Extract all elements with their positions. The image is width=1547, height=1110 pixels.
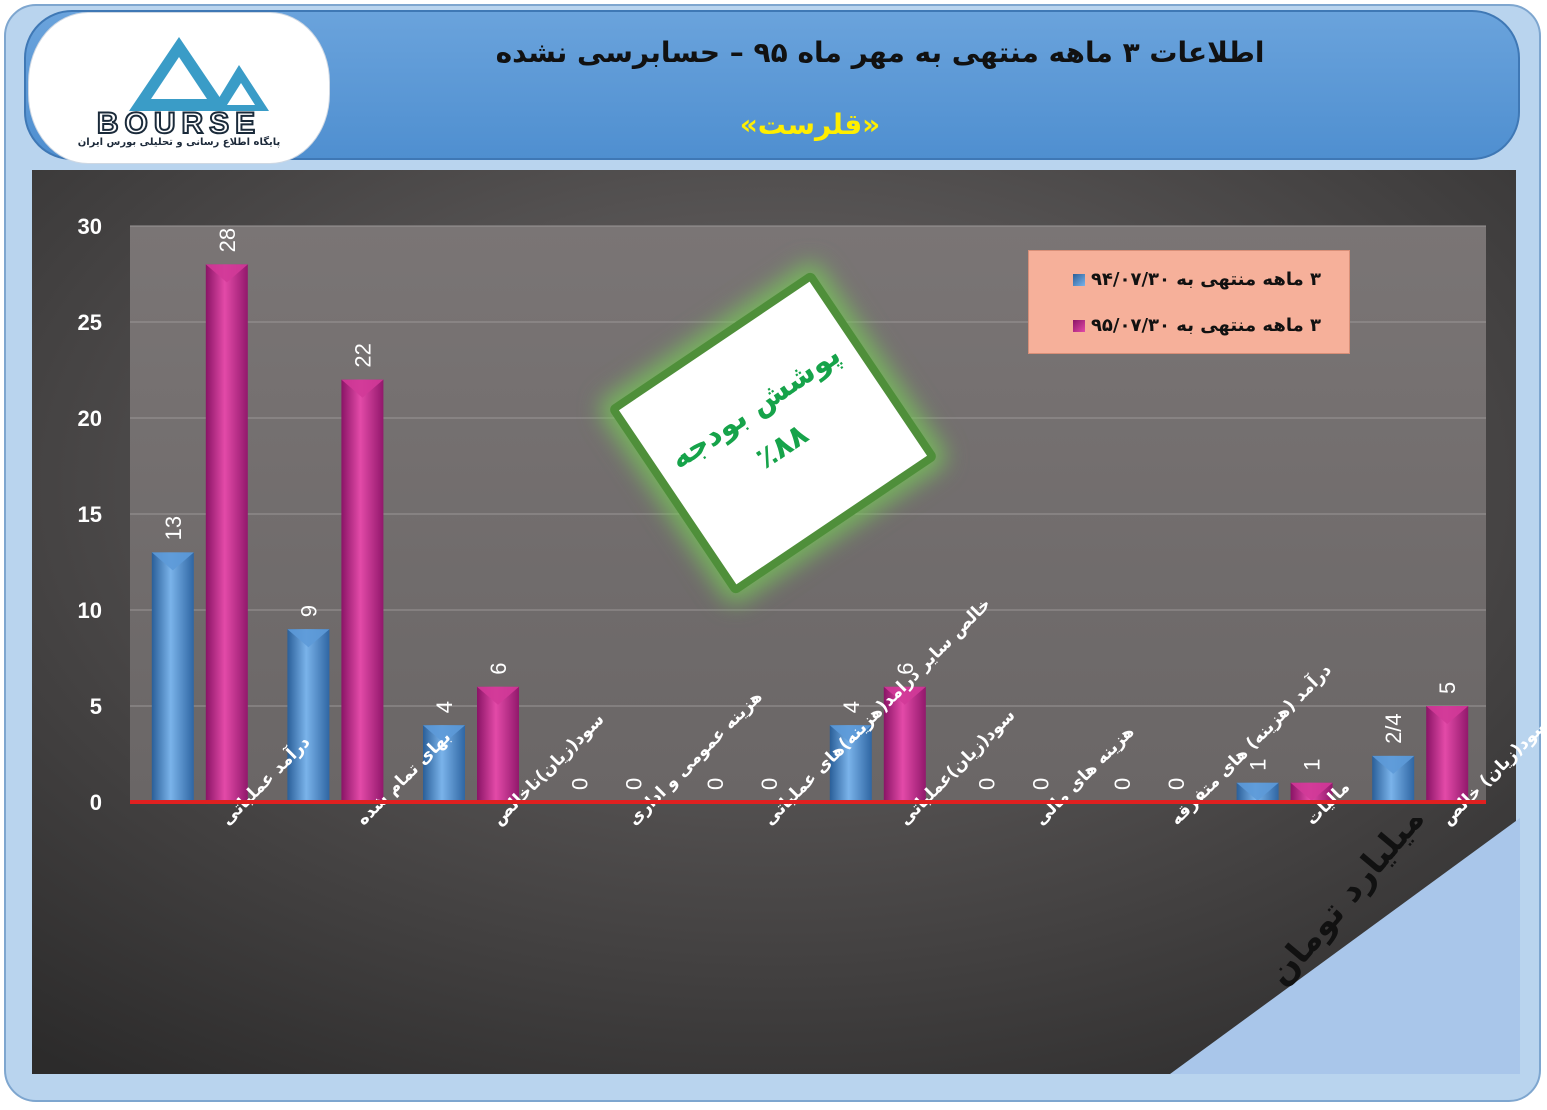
data-label: 1 [1300,759,1325,771]
bar-cap [477,686,519,705]
data-label: 0 [622,778,647,790]
data-label: 0 [568,778,593,790]
y-tick-label: 5 [90,694,102,719]
y-axis: 0 5 10 15 20 25 30 [78,214,102,815]
bar-cap [423,725,465,744]
y-tick-label: 0 [90,790,102,815]
bar-cap [829,725,872,744]
data-label: 22 [350,343,375,367]
bar-cap [151,552,194,571]
legend-label-2: ۳ ماهه منتهی به ۹۵/۰۷/۳۰ [1090,315,1321,336]
bar-cap [1372,755,1415,774]
bar-cap [341,379,384,398]
data-label: 6 [486,663,511,675]
legend-item-1994: ۳ ماهه منتهی به ۹۴/۰۷/۳۰ [1072,269,1321,290]
unit-note: ارقام به میلیارد تومان [1170,818,1520,1074]
data-labels: 13 28 9 22 4 6 0 0 0 0 4 6 0 0 0 0 1 1 2/4 5 [161,228,1460,790]
data-label: 0 [1028,778,1053,790]
bar-cap [1290,782,1333,801]
bar-cap [1236,782,1279,801]
data-label: 9 [296,605,321,617]
bars [151,264,1469,802]
y-tick-label: 20 [78,406,102,431]
legend-swatch-blue [1072,273,1085,286]
data-label: 5 [1435,682,1460,694]
bar [205,264,248,802]
y-tick-label: 25 [78,310,102,335]
logo-tagline: پایگاه اطلاع رسانی و تحلیلی بورس ایران [77,137,281,148]
data-label: 6 [893,663,918,675]
logo-wordmark: BOURSE [97,107,261,137]
legend-swatch-pink [1072,319,1085,332]
bar-cap [1426,706,1469,724]
bar [477,686,519,802]
data-label: 2/4 [1381,713,1406,744]
bar [341,379,384,802]
bar [883,686,926,802]
bar [287,629,330,802]
bar-cap [287,629,330,648]
y-tick-label: 10 [78,598,102,623]
y-tick-label: 30 [78,214,102,239]
data-label: 13 [161,516,186,540]
legend-item-1995: ۳ ماهه منتهی به ۹۵/۰۷/۳۰ [1072,315,1321,336]
legend: ۳ ماهه منتهی به ۹۴/۰۷/۳۰ ۳ ماهه منتهی به… [1028,250,1350,354]
bar [151,552,194,802]
bourse-logo: BOURSE پایگاه اطلاع رسانی و تحلیلی بورس … [28,12,330,164]
data-label: 28 [215,228,240,252]
data-label: 0 [1110,778,1135,790]
data-label: 0 [974,778,999,790]
data-label: 4 [839,701,864,713]
company-name: «قلرست» [739,108,881,141]
data-label: 0 [703,778,728,790]
data-label: 1 [1246,759,1271,771]
bar-cap [205,264,248,283]
unit-triangle [1170,818,1520,1074]
bar-cap [883,686,926,705]
y-tick-label: 15 [78,502,102,527]
logo-mark: BOURSE [96,37,269,141]
data-label: 0 [1164,778,1189,790]
data-label: 0 [757,778,782,790]
legend-label-1: ۳ ماهه منتهی به ۹۴/۰۷/۳۰ [1090,269,1321,290]
data-label: 4 [432,701,457,713]
page-title: اطلاعات ۳ ماهه منتهی به مهر ماه ۹۵ – حسا… [495,36,1265,69]
